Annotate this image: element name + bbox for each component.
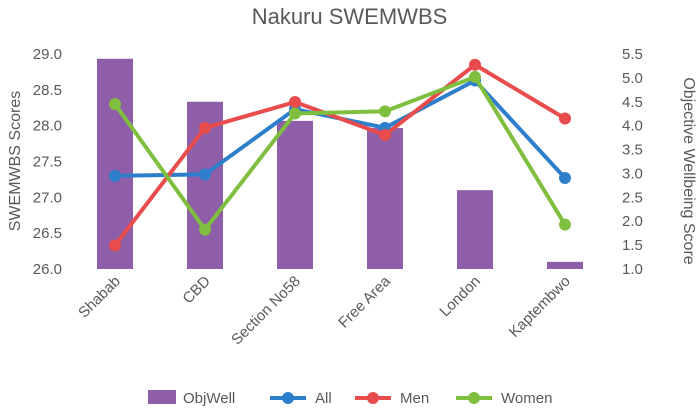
legend-marker-women [468, 392, 480, 404]
lines-layer [109, 58, 571, 252]
line-men [113, 62, 567, 247]
y2-tick-label: 3.5 [622, 142, 643, 159]
point-all-1 [199, 168, 211, 181]
y2-tick-label: 2.5 [622, 189, 643, 206]
y2-tick-label: 4.0 [622, 118, 643, 135]
line-women [113, 74, 567, 232]
y-axis-label: SWEMWBS Scores [7, 91, 24, 231]
bars-layer [97, 58, 583, 270]
category-label: London [436, 273, 483, 320]
point-men-2 [289, 96, 301, 109]
point-women-1 [199, 223, 211, 236]
legend-swatch-objwell [148, 390, 176, 404]
legend-label-objwell: ObjWell [183, 390, 235, 407]
y2-tick-label: 3.0 [622, 165, 643, 182]
y2-tick-label: 5.0 [622, 70, 643, 87]
bar-objwell-2 [277, 120, 313, 269]
y-tick-label: 27.5 [33, 154, 62, 171]
line-all [114, 78, 567, 180]
category-label: Kaptembwo [506, 273, 574, 341]
point-all-5 [559, 171, 571, 184]
bar-objwell-0 [97, 58, 133, 270]
y-tick-label: 26.0 [33, 261, 62, 278]
y-tick-label: 28.5 [33, 82, 62, 99]
bar-objwell-5 [547, 261, 583, 269]
point-women-0 [109, 98, 121, 111]
left-axis-ticks: 26.0 26.5 27.0 27.5 28.0 28.5 29.0 [33, 46, 62, 278]
right-axis-ticks: 1.0 1.5 2.0 2.5 3.0 3.5 4.0 4.5 5.0 5.5 [622, 46, 643, 278]
point-men-4 [469, 58, 481, 71]
point-all-0 [109, 169, 121, 182]
legend-label-women: Women [501, 390, 552, 407]
y2-tick-label: 1.0 [622, 261, 643, 278]
y2-tick-label: 5.5 [622, 46, 643, 63]
point-men-5 [559, 112, 571, 125]
bar-objwell-3 [367, 128, 403, 269]
category-label: Section No58 [228, 273, 304, 349]
chart-title: Nakuru SWEMWBS [252, 4, 448, 29]
category-label: Free Area [335, 272, 394, 331]
y-tick-label: 29.0 [33, 46, 62, 63]
legend: ObjWell All Men Women [148, 390, 552, 407]
bar-objwell-4 [457, 190, 493, 269]
y-tick-label: 27.0 [33, 189, 62, 206]
point-women-3 [379, 105, 391, 118]
legend-marker-men [367, 392, 379, 404]
point-men-3 [379, 128, 391, 141]
y-tick-label: 26.5 [33, 225, 62, 242]
y2-tick-label: 2.0 [622, 213, 643, 230]
y-tick-label: 28.0 [33, 118, 62, 135]
point-women-5 [559, 218, 571, 231]
category-labels: Shabab CBD Section No58 Free Area London Kapt… [75, 272, 574, 348]
legend-label-all: All [315, 390, 332, 407]
point-women-4 [469, 70, 481, 83]
point-women-2 [289, 107, 301, 120]
category-label: Shabab [75, 273, 124, 322]
point-men-0 [109, 239, 121, 252]
legend-marker-all [282, 392, 294, 404]
legend-label-men: Men [400, 390, 429, 407]
point-men-1 [199, 121, 211, 134]
y2-tick-label: 4.5 [622, 94, 643, 111]
category-label: CBD [179, 273, 214, 308]
y2-axis-label: Objective Wellbeing Score [680, 77, 697, 264]
y2-tick-label: 1.5 [622, 237, 643, 254]
